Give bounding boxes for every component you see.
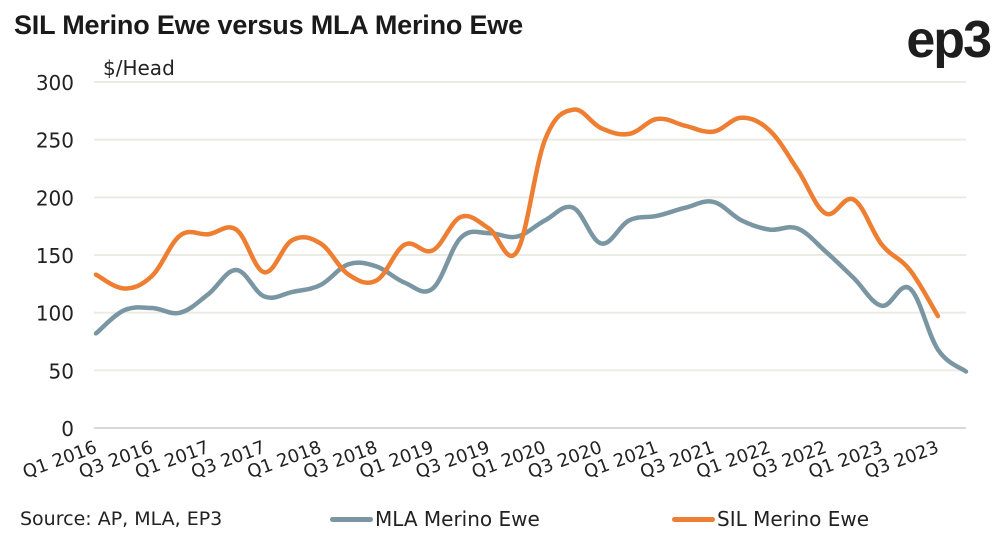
y-axis-ticks: 0 50 100 150 200 250 300: [36, 71, 74, 441]
y-axis-unit-label: $/Head: [103, 56, 175, 80]
legend-label-sil: SIL Merino Ewe: [717, 507, 870, 531]
y-tick-label: 150: [36, 244, 74, 268]
y-tick-label: 100: [36, 302, 74, 326]
y-tick-label: 50: [49, 359, 74, 383]
y-tick-label: 0: [61, 417, 74, 441]
y-tick-label: 250: [36, 129, 74, 153]
legend-swatch-mla: [330, 516, 373, 522]
legend-item-mla: MLA Merino Ewe: [330, 507, 540, 531]
series-line-mla: [93, 199, 969, 374]
y-tick-label: 200: [36, 186, 74, 210]
ep3-logo: ep3: [906, 11, 992, 69]
y-tick-label: 300: [36, 71, 74, 95]
series-lines: [93, 107, 969, 374]
legend-swatch-sil: [672, 516, 715, 522]
legend-label-mla: MLA Merino Ewe: [375, 507, 540, 531]
legend-item-sil: SIL Merino Ewe: [672, 507, 869, 531]
chart-title: SIL Merino Ewe versus MLA Merino Ewe: [14, 10, 523, 40]
gridlines: [94, 81, 966, 429]
series-line-sil: [93, 107, 941, 319]
source-note: Source: AP, MLA, EP3: [20, 508, 223, 530]
